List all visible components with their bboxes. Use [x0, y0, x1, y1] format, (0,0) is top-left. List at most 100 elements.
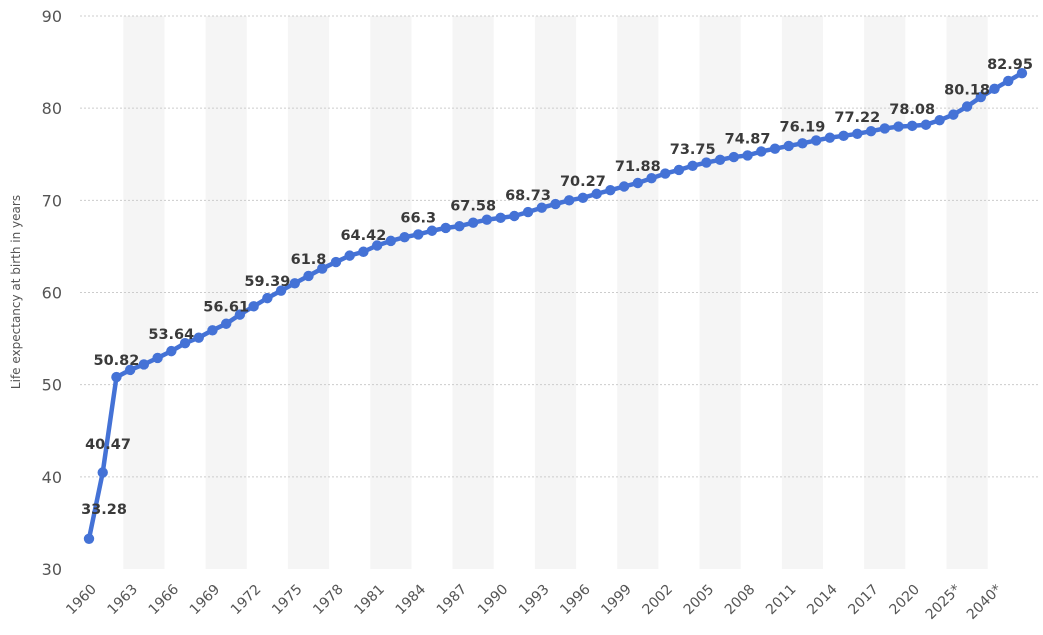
- data-point: [769, 143, 781, 154]
- data-point: [344, 250, 355, 261]
- data-point: [152, 352, 163, 364]
- data-point: [330, 256, 342, 268]
- x-tick-label: 2002: [640, 582, 677, 619]
- data-point: [303, 270, 314, 282]
- data-point: [810, 135, 822, 146]
- data-point: [646, 173, 657, 184]
- x-tick-label: 1999: [598, 582, 635, 619]
- data-label: 66.3: [400, 210, 436, 226]
- data-point: [317, 263, 328, 274]
- x-tick-label: 2014: [804, 581, 841, 618]
- data-point: [865, 126, 877, 137]
- data-point: [454, 220, 465, 232]
- data-point: [97, 467, 108, 478]
- x-tick-label: 1978: [310, 582, 347, 619]
- data-label: 64.42: [340, 228, 386, 244]
- data-point: [632, 177, 643, 189]
- data-point: [262, 292, 273, 304]
- data-point: [481, 214, 493, 225]
- x-tick-label: 2011: [763, 582, 800, 619]
- data-label: 74.87: [725, 131, 771, 147]
- y-axis-label: Life expectancy at birth in years: [9, 195, 23, 389]
- y-tick-label: 80: [42, 99, 62, 118]
- x-tick-label: 1984: [393, 581, 430, 618]
- x-tick-label: 2005: [681, 582, 718, 619]
- data-point: [83, 533, 95, 544]
- data-point: [248, 301, 259, 312]
- data-label: 73.75: [670, 142, 716, 158]
- data-point: [989, 83, 1000, 95]
- data-label: 80.18: [944, 83, 990, 99]
- data-point: [838, 130, 849, 142]
- data-label: 82.95: [987, 57, 1033, 73]
- data-point: [426, 225, 438, 236]
- data-point: [124, 364, 136, 376]
- data-point: [179, 337, 191, 349]
- data-point: [783, 140, 794, 152]
- data-point: [714, 154, 726, 165]
- data-point: [618, 181, 630, 192]
- data-label: 59.39: [244, 274, 290, 290]
- data-label: 71.88: [615, 159, 661, 175]
- data-point: [1016, 67, 1028, 79]
- data-point: [399, 232, 410, 243]
- data-label: 50.82: [94, 353, 140, 369]
- data-label: 78.08: [889, 102, 935, 118]
- data-label: 70.27: [560, 174, 606, 190]
- x-tick-label: 1972: [228, 582, 265, 619]
- data-label: 40.47: [85, 437, 131, 453]
- x-tick-label: 2025*: [923, 582, 964, 623]
- data-point: [467, 217, 479, 228]
- data-point: [605, 184, 616, 196]
- data-point: [440, 222, 451, 234]
- x-tick-label: 1966: [146, 581, 183, 618]
- data-point: [591, 188, 602, 200]
- data-label: 61.8: [291, 252, 327, 268]
- data-point: [756, 146, 767, 157]
- data-point: [577, 192, 589, 204]
- data-point: [111, 371, 122, 383]
- data-point: [824, 132, 836, 143]
- data-point: [660, 168, 671, 179]
- data-point: [701, 157, 712, 168]
- data-point: [797, 138, 808, 149]
- data-point: [495, 212, 506, 224]
- data-point: [207, 325, 218, 336]
- x-tick-label: 2020: [887, 582, 924, 619]
- data-point: [907, 120, 918, 132]
- data-point: [934, 114, 945, 126]
- data-point: [522, 206, 534, 218]
- data-point: [1003, 75, 1014, 87]
- data-label: 76.19: [780, 119, 826, 135]
- x-tick-label: 1969: [187, 582, 224, 619]
- data-point: [975, 91, 986, 103]
- data-label: 33.28: [81, 502, 127, 518]
- x-tick-label: 1987: [434, 582, 471, 619]
- data-point: [221, 318, 232, 329]
- x-tick-label: 1996: [557, 581, 594, 618]
- data-label: 77.22: [834, 110, 880, 126]
- x-tick-label: 2040*: [964, 582, 1005, 623]
- data-point: [358, 246, 369, 257]
- data-point: [948, 109, 959, 120]
- x-tick-label: 2008: [722, 582, 759, 619]
- x-tick-label: 2017: [845, 582, 882, 619]
- x-tick-label: 1981: [351, 582, 388, 619]
- data-point: [852, 128, 863, 139]
- x-axis-ticks: 1960 1963 1966 1969 1972 1975 1978 1981 1984 1987…: [63, 581, 1005, 623]
- data-point: [728, 151, 740, 163]
- data-point: [166, 345, 177, 357]
- y-tick-label: 30: [42, 560, 62, 579]
- data-point: [536, 202, 547, 213]
- data-points: [83, 67, 1028, 544]
- data-point: [509, 210, 520, 222]
- x-tick-label: 1990: [475, 582, 512, 619]
- data-point: [385, 235, 397, 247]
- data-point: [138, 359, 150, 370]
- y-tick-label: 90: [42, 7, 62, 26]
- data-point: [742, 150, 753, 161]
- data-point: [879, 123, 890, 134]
- data-point: [920, 119, 932, 130]
- data-point: [961, 101, 973, 112]
